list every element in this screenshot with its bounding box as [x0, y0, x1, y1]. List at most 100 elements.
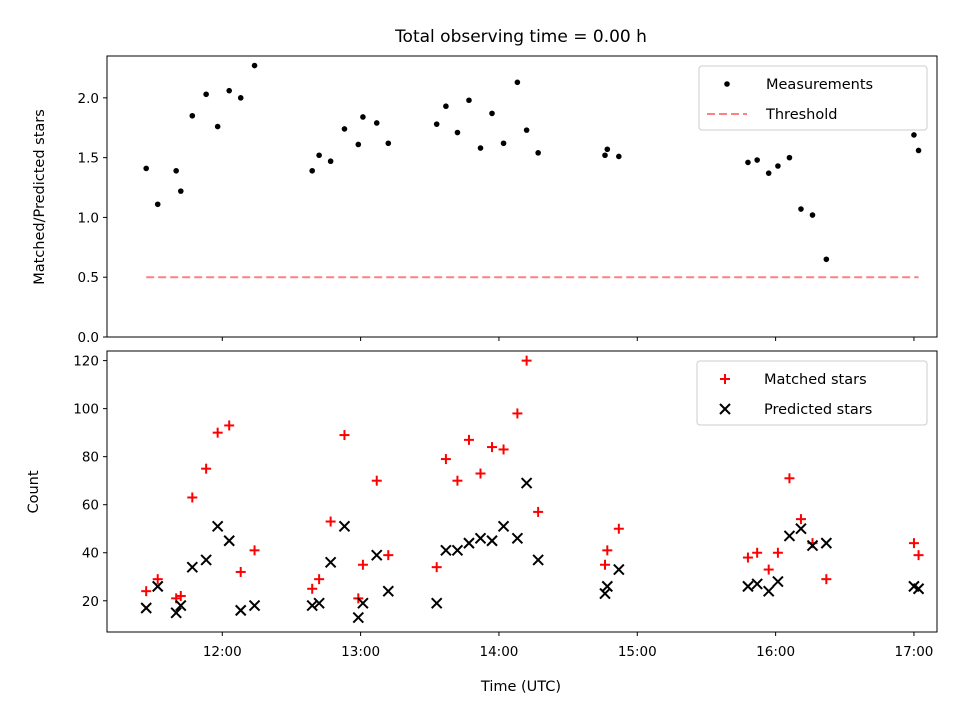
count-axes-content: 20 40 60 80 100 120 12:00 13:00 14:00 15:00 16:00 1…: [73, 354, 933, 660]
matched-star-point: [371, 475, 382, 486]
ratio-axes-content: 0.0 0.5 1.0 1.5 2.0: [78, 62, 922, 346]
measurement-point: [373, 120, 380, 126]
measurement-point: [466, 97, 472, 104]
x-tick-label: 12:00: [203, 644, 242, 660]
measurement-point: [443, 103, 449, 110]
matched-star-point: [201, 463, 212, 474]
matched-star-point: [784, 473, 795, 484]
measurement-point: [385, 140, 392, 147]
matched-star-point: [487, 442, 498, 453]
measurement-point: [775, 163, 781, 169]
matched-star-point: [212, 427, 223, 438]
matched-star-point: [175, 590, 186, 601]
x-tick-label: 17:00: [894, 644, 933, 660]
ratio-y-tick-label: 2.0: [78, 91, 99, 107]
matched-star-point: [249, 545, 260, 556]
measurement-point: [823, 256, 830, 263]
matched-star-point: [521, 355, 532, 366]
matched-star-point: [600, 559, 610, 570]
predicted-star-point: [520, 477, 533, 489]
predicted-star-point: [223, 535, 235, 547]
predicted-star-point: [140, 602, 152, 614]
legend-label: Threshold: [765, 107, 837, 123]
count-panel: Count Time (UTC) 20 40 60 80 100 120 12:00 13:0…: [26, 350, 938, 695]
matched-star-point: [383, 550, 394, 561]
matched-star-point: [602, 545, 613, 556]
measurement-point: [154, 201, 161, 208]
matched-star-point: [463, 434, 474, 445]
predicted-star-point: [912, 583, 925, 595]
matched-star-point: [440, 454, 451, 465]
predicted-star-point: [152, 580, 164, 593]
ratio-legend: Measurements Threshold: [698, 65, 928, 131]
predicted-star-point: [772, 575, 784, 588]
predicted-star-point: [463, 537, 475, 549]
measurement-point: [616, 153, 622, 160]
x-axis-label: Time (UTC): [480, 679, 561, 695]
legend-matched-swatch: [720, 374, 730, 384]
count-y-tick-label: 20: [82, 594, 99, 610]
predicted-star-point: [170, 607, 182, 619]
measurement-point: [514, 79, 521, 86]
ratio-y-tick-label: 1.5: [78, 151, 99, 167]
matched-star-point: [533, 506, 544, 517]
matched-star-point: [772, 547, 783, 558]
measurement-point: [798, 206, 804, 212]
measurement-point: [309, 167, 315, 174]
measurement-point: [765, 170, 772, 176]
ratio-y-tick-label: 1.0: [78, 210, 99, 226]
ratio-y-tick-label: 0.0: [78, 330, 99, 346]
measurement-point: [360, 114, 366, 120]
measurement-point: [177, 188, 184, 194]
predicted-star-point: [248, 599, 261, 612]
ratio-panel: Total observing time = 0.00 h Matched/Pr…: [32, 27, 938, 346]
predicted-star-point: [751, 578, 763, 590]
legend-box: [698, 65, 928, 131]
matched-star-point: [325, 516, 336, 527]
legend-label: Matched stars: [764, 372, 867, 388]
measurement-point: [189, 112, 196, 119]
predicted-star-point: [474, 532, 487, 545]
matched-star-point: [498, 444, 509, 455]
ratio-y-tick-label: 0.5: [78, 270, 99, 286]
predicted-star-point: [382, 585, 394, 597]
matched-star-point: [431, 562, 442, 573]
predicted-star-point: [599, 587, 611, 600]
predicted-star-point: [430, 597, 443, 609]
measurement-point: [316, 152, 322, 159]
measurement-point: [251, 62, 258, 69]
predicted-star-point: [357, 597, 369, 609]
matched-star-point: [613, 523, 624, 534]
count-y-tick-label: 100: [73, 402, 99, 418]
predicted-star-point: [338, 520, 351, 533]
measurement-point: [809, 212, 816, 218]
measurement-point: [786, 154, 793, 161]
predicted-star-point: [742, 580, 754, 593]
measurement-point: [214, 123, 221, 130]
matched-star-point: [475, 468, 486, 479]
predicted-star-point: [795, 523, 807, 535]
predicted-star-point: [235, 604, 247, 617]
predicted-star-point: [783, 530, 796, 542]
legend-predicted-swatch: [719, 403, 731, 415]
predicted-star-point: [820, 537, 833, 549]
x-tick-label: 13:00: [341, 644, 380, 660]
measurement-point: [915, 147, 922, 154]
measurement-point: [203, 91, 209, 98]
matched-star-point: [307, 583, 318, 594]
predicted-star-point: [440, 544, 452, 557]
predicted-star-point: [352, 611, 365, 624]
ratio-y-axis-label: Matched/Predicted stars: [32, 109, 48, 285]
predicted-star-point: [451, 544, 464, 557]
matched-star-point: [512, 408, 523, 419]
measurement-point: [754, 157, 760, 163]
measurement-point: [226, 87, 232, 94]
predicted-star-point: [324, 556, 337, 569]
matched-star-point: [152, 574, 163, 585]
matched-star-point: [795, 514, 806, 525]
matched-star-point: [357, 559, 368, 570]
matched-star-point: [339, 430, 350, 441]
legend-label: Predicted stars: [764, 402, 872, 418]
matched-star-point: [224, 420, 235, 431]
predicted-star-point: [371, 549, 383, 561]
